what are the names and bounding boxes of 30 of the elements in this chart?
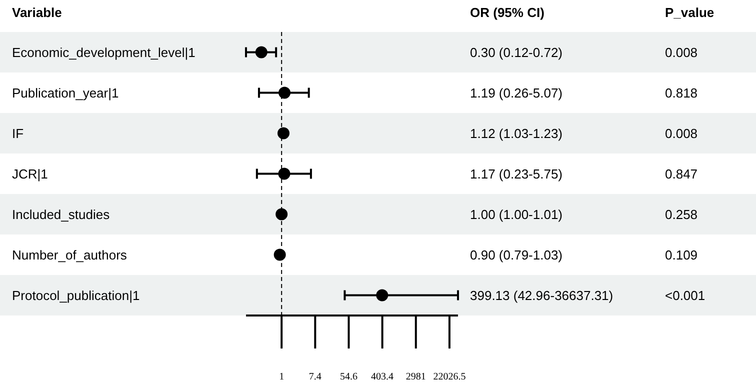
x-tick-label: 2981 (406, 372, 426, 382)
text: 0.30 (0.12-0.72) (470, 44, 563, 60)
y-tick-label: IF (12, 126, 24, 141)
y-tick-label: Economic_development_level|1 (12, 44, 196, 60)
text: 0.847 (665, 166, 698, 182)
x-tick-label: 7.4 (308, 372, 322, 382)
text: 0.008 (665, 44, 698, 60)
y-tick-label: Protocol_publication|1 (12, 288, 140, 303)
text: 0.258 (665, 206, 698, 222)
text: 0.008 (665, 126, 698, 141)
text: 1.19 (0.26-5.07) (470, 85, 563, 100)
y-tick-label: Number_of_authors (12, 247, 128, 262)
x-tick-label: 22026.5 (433, 372, 466, 382)
y-tick-label: Included_studies (12, 206, 110, 222)
text: 1.12 (1.03-1.23) (470, 126, 563, 141)
text: 0.109 (665, 247, 698, 262)
text: 0.90 (0.79-1.03) (470, 247, 563, 262)
text: P_value (665, 5, 714, 20)
text: 0.818 (665, 85, 698, 100)
x-tick-label: 403.4 (371, 372, 394, 382)
y-axis-title: Variable (12, 5, 62, 20)
text: 1.17 (0.23-5.75) (470, 166, 563, 182)
x-tick-label: 54.6 (340, 372, 358, 382)
y-tick-label: Publication_year|1 (12, 85, 119, 100)
text: OR (95% CI) (470, 5, 544, 20)
y-tick-label: JCR|1 (12, 166, 48, 182)
text: 1.00 (1.00-1.01) (470, 206, 563, 222)
x-tick-label: 1 (279, 372, 284, 382)
text: <0.001 (665, 288, 706, 303)
text: 399.13 (42.96-36637.31) (470, 288, 614, 303)
